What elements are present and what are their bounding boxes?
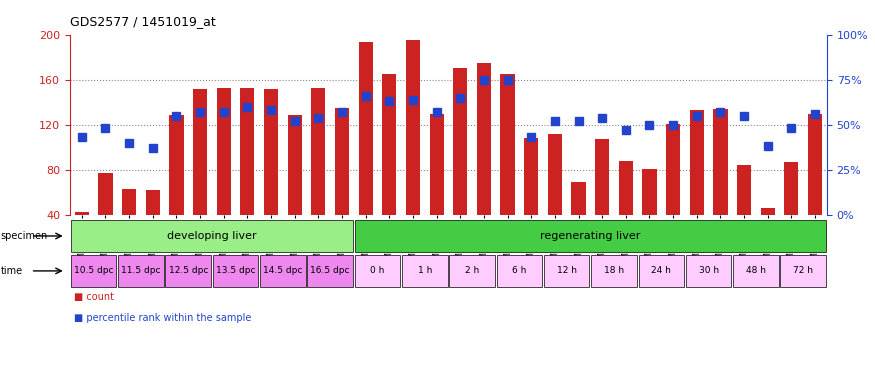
Bar (406, 40, 420, 215)
Bar (288, 115, 302, 215)
Text: 18 h: 18 h (604, 266, 624, 275)
Bar (241, 88, 255, 215)
Text: specimen: specimen (1, 231, 48, 241)
Text: 12.5 dpc: 12.5 dpc (169, 266, 208, 275)
Bar (666, 124, 680, 215)
Text: time: time (1, 266, 23, 276)
Text: 16.5 dpc: 16.5 dpc (311, 266, 350, 275)
Text: developing liver: developing liver (167, 231, 256, 241)
Bar (217, 88, 231, 215)
Text: 6 h: 6 h (512, 266, 527, 275)
Bar (312, 88, 326, 215)
Bar (642, 169, 656, 215)
Bar (737, 166, 751, 215)
Bar (477, 63, 491, 215)
Text: 11.5 dpc: 11.5 dpc (122, 266, 161, 275)
Text: 12 h: 12 h (556, 266, 577, 275)
Text: 30 h: 30 h (698, 266, 718, 275)
Text: 10.5 dpc: 10.5 dpc (74, 266, 114, 275)
Bar (760, 208, 775, 215)
Bar (359, 43, 373, 215)
Text: 2 h: 2 h (465, 266, 480, 275)
Bar (548, 134, 562, 215)
Bar (264, 89, 278, 215)
Bar (808, 114, 822, 215)
Text: GDS2577 / 1451019_at: GDS2577 / 1451019_at (70, 15, 216, 28)
Bar (145, 190, 160, 215)
Text: ■ count: ■ count (74, 292, 115, 302)
Text: 48 h: 48 h (746, 266, 766, 275)
Bar (595, 139, 609, 215)
Text: 1 h: 1 h (417, 266, 432, 275)
Bar (335, 108, 349, 215)
Text: 14.5 dpc: 14.5 dpc (263, 266, 303, 275)
Text: 72 h: 72 h (794, 266, 813, 275)
Text: regenerating liver: regenerating liver (540, 231, 640, 241)
Text: 24 h: 24 h (651, 266, 671, 275)
Bar (453, 68, 467, 215)
Bar (524, 138, 538, 215)
Bar (382, 74, 396, 215)
Text: ■ percentile rank within the sample: ■ percentile rank within the sample (74, 313, 252, 323)
Bar (690, 110, 704, 215)
Bar (713, 109, 727, 215)
Bar (74, 212, 89, 215)
Bar (122, 189, 136, 215)
Text: 0 h: 0 h (370, 266, 385, 275)
Bar (193, 89, 207, 215)
Bar (619, 161, 633, 215)
Text: 13.5 dpc: 13.5 dpc (216, 266, 256, 275)
Bar (500, 74, 514, 215)
Bar (571, 182, 585, 215)
Bar (430, 114, 444, 215)
Bar (98, 173, 113, 215)
Bar (170, 115, 184, 215)
Bar (784, 162, 799, 215)
